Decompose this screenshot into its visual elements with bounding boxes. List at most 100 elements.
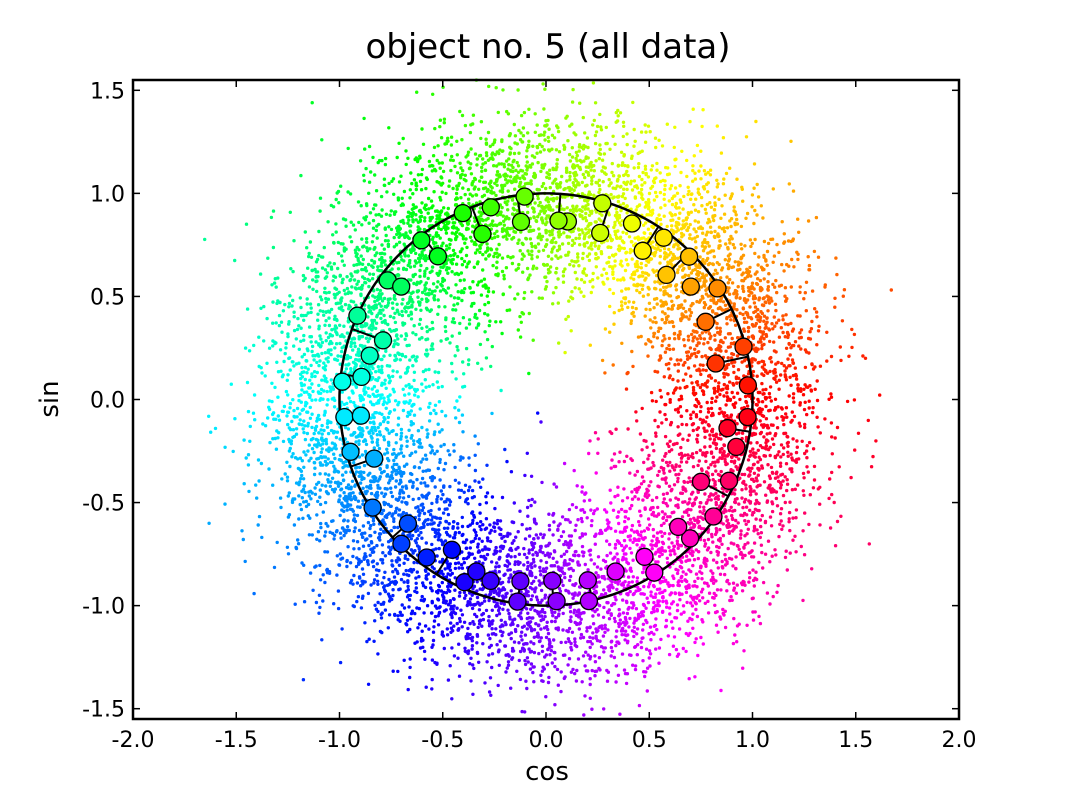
scatter-point: [629, 551, 634, 555]
scatter-point: [376, 365, 380, 369]
scatter-point: [589, 558, 593, 562]
scatter-point: [759, 524, 763, 529]
scatter-point: [486, 246, 490, 250]
scatter-point: [652, 306, 656, 310]
scatter-point: [663, 454, 667, 458]
scatter-point: [809, 327, 814, 331]
scatter-point: [338, 531, 343, 535]
scatter-point: [828, 477, 832, 481]
scatter-point: [658, 261, 662, 265]
scatter-point: [467, 463, 471, 467]
scatter-point: [697, 169, 701, 173]
scatter-point: [683, 360, 687, 365]
scatter-point: [417, 517, 421, 522]
scatter-point: [587, 165, 591, 169]
scatter-point: [437, 400, 442, 404]
scatter-point: [602, 171, 607, 175]
scatter-point: [476, 442, 480, 446]
scatter-point: [586, 198, 590, 202]
scatter-point: [774, 321, 779, 325]
scatter-point: [456, 522, 460, 526]
scatter-point: [514, 178, 518, 183]
scatter-point: [745, 211, 750, 216]
scatter-point: [448, 664, 452, 668]
scatter-point: [430, 320, 434, 325]
scatter-point: [639, 266, 643, 270]
scatter-point: [663, 203, 667, 207]
scatter-point: [629, 276, 633, 280]
scatter-point: [668, 593, 672, 597]
scatter-point: [759, 204, 763, 208]
scatter-point: [662, 471, 666, 475]
scatter-point: [393, 311, 397, 315]
scatter-point: [545, 238, 549, 242]
scatter-point: [450, 646, 454, 650]
scatter-point: [571, 181, 575, 185]
scatter-point: [513, 560, 518, 564]
scatter-point: [778, 512, 783, 516]
scatter-point: [386, 239, 390, 243]
scatter-point: [632, 530, 636, 534]
scatter-point: [436, 144, 440, 148]
scatter-point: [507, 611, 511, 616]
scatter-point: [584, 273, 589, 277]
scatter-point: [374, 321, 379, 325]
scatter-point: [542, 263, 547, 267]
scatter-point: [363, 364, 368, 368]
scatter-point: [648, 307, 652, 312]
scatter-point: [702, 305, 706, 310]
scatter-point: [414, 581, 418, 585]
scatter-point: [363, 552, 367, 556]
scatter-point: [329, 352, 333, 357]
scatter-point: [762, 435, 766, 439]
scatter-point: [367, 543, 371, 548]
scatter-point: [704, 368, 708, 373]
scatter-point: [783, 369, 787, 373]
scatter-point: [579, 617, 583, 621]
scatter-point: [630, 458, 634, 463]
scatter-point: [695, 337, 699, 341]
scatter-point: [291, 428, 296, 432]
scatter-point: [688, 314, 692, 318]
scatter-point: [393, 510, 398, 515]
scatter-point: [790, 467, 794, 471]
scatter-point: [765, 294, 769, 298]
scatter-point: [646, 517, 651, 521]
scatter-point: [791, 396, 796, 400]
scatter-point: [375, 433, 379, 437]
scatter-point: [423, 453, 428, 457]
scatter-point: [286, 373, 290, 377]
scatter-point: [366, 262, 371, 267]
scatter-point: [635, 653, 639, 657]
scatter-point: [706, 170, 710, 175]
scatter-point: [626, 287, 631, 291]
scatter-point: [416, 173, 421, 177]
scatter-point: [615, 629, 619, 633]
scatter-point: [743, 497, 748, 502]
scatter-point: [461, 316, 466, 320]
scatter-point: [490, 632, 494, 636]
scatter-point: [203, 237, 207, 242]
scatter-point: [445, 532, 450, 537]
scatter-point: [835, 425, 840, 430]
scatter-point: [394, 441, 398, 445]
scatter-point: [833, 544, 838, 548]
scatter-point: [299, 173, 303, 178]
scatter-point: [399, 444, 404, 448]
scatter-point: [725, 414, 729, 418]
scatter-point: [732, 370, 736, 375]
scatter-point: [396, 267, 401, 271]
scatter-point: [449, 158, 453, 162]
scatter-point: [593, 660, 598, 664]
scatter-point: [315, 370, 319, 375]
scatter-point: [407, 218, 411, 222]
scatter-point: [649, 241, 653, 246]
scatter-point: [572, 611, 576, 615]
scatter-point: [631, 100, 635, 105]
scatter-point: [310, 374, 314, 379]
scatter-point: [653, 280, 657, 284]
scatter-point: [391, 512, 395, 516]
scatter-point: [323, 550, 327, 554]
scatter-point: [438, 560, 442, 564]
scatter-point: [535, 266, 539, 270]
